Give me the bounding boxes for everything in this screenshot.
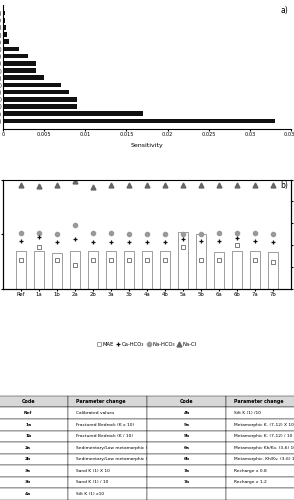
Bar xyxy=(3,61,36,66)
Bar xyxy=(34,251,44,500)
Bar xyxy=(16,252,26,500)
Legend: MAE, Ca-HCO₃, Na-HCO₃, Na-Cl: MAE, Ca-HCO₃, Na-HCO₃, Na-Cl xyxy=(95,340,199,349)
Bar xyxy=(70,250,80,500)
Bar xyxy=(214,252,224,500)
Bar xyxy=(250,252,260,500)
X-axis label: Sensitivity: Sensitivity xyxy=(131,143,163,148)
Text: b): b) xyxy=(280,180,288,190)
Bar xyxy=(3,104,77,109)
Bar xyxy=(3,97,77,102)
Bar xyxy=(178,232,188,500)
Bar xyxy=(3,10,5,16)
Bar xyxy=(3,112,143,116)
Bar xyxy=(3,40,9,44)
Bar xyxy=(268,252,278,500)
Bar xyxy=(3,82,61,87)
Bar xyxy=(3,46,19,52)
Bar xyxy=(3,76,44,80)
Bar xyxy=(160,251,170,500)
Bar xyxy=(3,25,6,29)
Bar xyxy=(142,251,152,500)
Bar xyxy=(3,32,7,37)
Bar xyxy=(3,18,5,22)
Bar xyxy=(52,253,62,500)
Bar xyxy=(106,251,116,500)
Bar xyxy=(88,251,98,500)
Bar xyxy=(3,118,275,123)
Bar xyxy=(3,90,69,94)
Bar xyxy=(196,234,206,500)
Bar xyxy=(3,68,36,73)
Bar xyxy=(3,54,28,58)
Bar xyxy=(124,251,134,500)
Text: a): a) xyxy=(280,6,288,15)
Bar xyxy=(232,251,242,500)
